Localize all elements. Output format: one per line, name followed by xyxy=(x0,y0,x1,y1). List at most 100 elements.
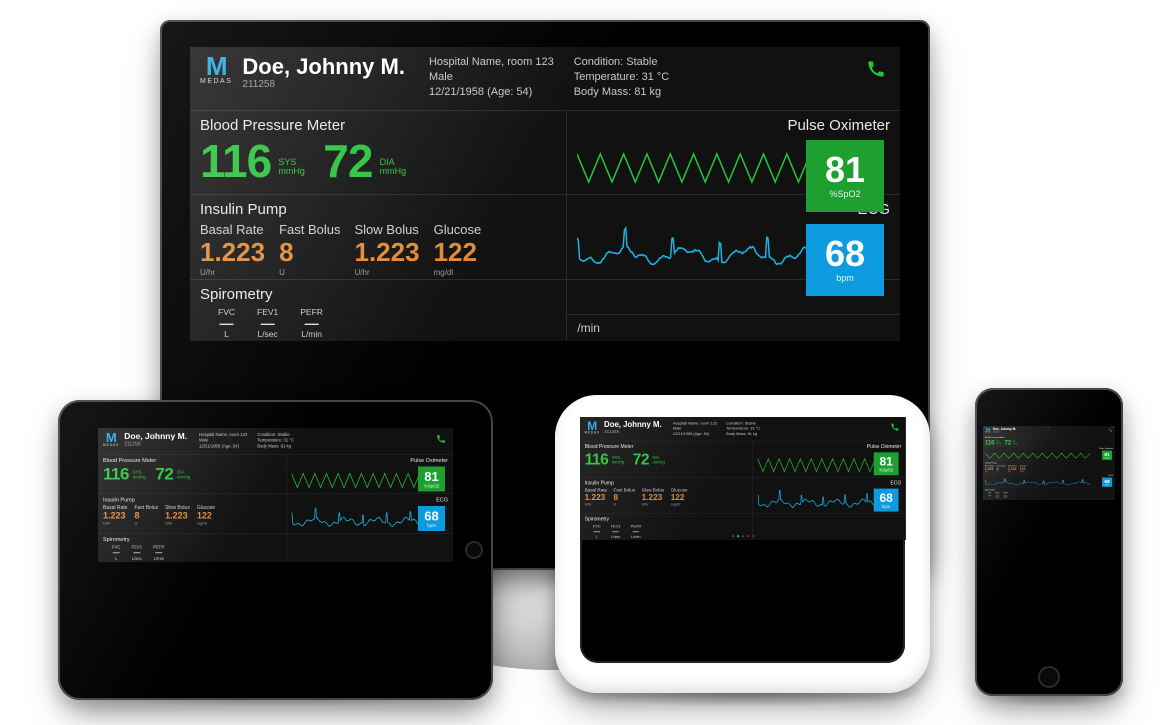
spiro-unit: L/min xyxy=(153,556,164,561)
meta-bodymass: Body Mass: 81 kg xyxy=(257,443,294,449)
insulin-metric: Basal Rate1.223U/hr xyxy=(103,505,127,526)
ecg-title: ECG xyxy=(985,474,1113,476)
spiro-value: — xyxy=(300,317,323,329)
oximeter-badge: 81 %SpO2 xyxy=(1102,451,1112,460)
ecg-badge: 68 bpm xyxy=(806,224,884,296)
patient-block: Doe, Johnny M. 211258 xyxy=(124,432,187,447)
metric-label: Fast Bolus xyxy=(279,222,340,237)
ecg-wave: 68 bpm xyxy=(577,222,890,276)
metric-unit: mg/dl xyxy=(197,521,215,526)
call-button[interactable] xyxy=(862,55,890,83)
insulin-metric: Basal Rate1.223U/hr xyxy=(200,222,265,277)
spirometry-values: FVC—LFEV1—L/secPEFR—L/min xyxy=(103,545,281,561)
metric-value: 1.223 xyxy=(103,511,127,522)
phone-icon xyxy=(437,435,446,444)
call-button[interactable] xyxy=(888,421,901,434)
meta-dob: 12/21/1958 (Age: 54) xyxy=(673,431,717,436)
oximeter-wave: 81 %SpO2 xyxy=(577,138,890,192)
tablet-device: M MEDAS Doe, Johnny M. 211258 Hospital N… xyxy=(58,400,493,700)
metric-label: Slow Bolus xyxy=(355,222,420,237)
metric-value: 122 xyxy=(197,511,215,522)
insulin-metric: Basal Rate1.223U/hr xyxy=(585,488,607,507)
spirometry-col: FEV1—L/sec xyxy=(132,545,143,561)
phone-icon xyxy=(867,60,885,78)
insulin-metric: Glucose122mg/dl xyxy=(197,505,215,526)
metric-unit: U xyxy=(279,268,340,277)
insulin-metric: Slow Bolus1.223U/hr xyxy=(165,505,190,526)
brand-mark: M xyxy=(103,432,119,444)
meta-sex: Male xyxy=(429,70,554,85)
header: M MEDAS Doe, Johnny M. 211258 Hospital N… xyxy=(580,417,906,441)
insulin-title: Insulin Pump xyxy=(103,497,281,503)
oximeter-badge: 81 %SpO2 xyxy=(806,140,884,212)
oximeter-wave: 81 %SpO2 xyxy=(292,466,448,493)
patient-name: Doe, Johnny M. xyxy=(124,432,187,441)
metric-unit: U/hr xyxy=(355,268,420,277)
meta-condition: Condition: Stable xyxy=(574,55,670,70)
brand-name: MEDAS xyxy=(200,78,232,85)
oximeter-badge: 81 %SpO2 xyxy=(874,453,899,476)
spirometry-col: PEFR—L/min xyxy=(1004,492,1008,498)
bp-dia-unit: mmHg xyxy=(177,475,190,480)
bp-readout: 116 SYSmmHg 72 DIAmmHg xyxy=(585,452,749,468)
bp-sys-value: 116 xyxy=(200,138,271,184)
meta-a: Hospital Name, room 123 Male 12/21/1958 … xyxy=(429,55,554,100)
meta-dob: 12/21/1958 (Age: 54) xyxy=(429,85,554,100)
call-button[interactable] xyxy=(1108,427,1113,432)
metric-value: 1.223 xyxy=(642,493,665,503)
bp-sys-unit: mmHg xyxy=(278,167,305,176)
brand-name: MEDAS xyxy=(585,431,600,434)
ecg-value: 68 xyxy=(880,492,893,504)
bp-title: Blood Pressure Meter xyxy=(103,458,281,464)
insulin-metric: Glucose122mg/dl xyxy=(434,222,482,277)
brand-mark: M xyxy=(585,421,600,432)
meta-a: Hospital Name, room 123 Male 12/21/1958 … xyxy=(199,432,247,449)
bp-dia-value: 72 xyxy=(323,138,372,184)
bp-sys-unit: mmHg xyxy=(133,475,146,480)
monitor-cut-fragment: /min xyxy=(566,314,900,341)
patient-name: Doe, Johnny M. xyxy=(604,421,662,430)
phone-icon xyxy=(1109,428,1112,431)
oximeter-value: 81 xyxy=(424,470,438,483)
spiro-value: — xyxy=(112,550,121,556)
ecg-value: 68 xyxy=(825,236,865,272)
insulin-metric: Fast Bolus8U xyxy=(997,465,1006,473)
ecg-wave: 68 bpm xyxy=(758,488,902,513)
oximeter-title: Pulse Oximeter xyxy=(577,117,890,134)
ecg-unit: bpm xyxy=(836,274,854,283)
status-battery: 45% ▮ xyxy=(1111,426,1114,427)
ecg-unit: bpm xyxy=(1105,484,1108,486)
meta-b: Condition: Stable Temperature: 31 °C Bod… xyxy=(726,421,760,437)
brand-name: MEDAS xyxy=(103,444,119,448)
metric-value: 122 xyxy=(671,493,688,503)
spiro-value: — xyxy=(218,317,235,329)
spiro-value: — xyxy=(593,529,601,535)
oximeter-value: 81 xyxy=(880,456,893,468)
bp-dia-value: 72 xyxy=(155,466,173,483)
bp-sys-value: 116 xyxy=(985,439,995,445)
oximeter-title: Pulse Oximeter xyxy=(292,458,448,464)
bp-dia-unit: mmHg xyxy=(653,460,665,464)
oximeter-wave: 81 %SpO2 xyxy=(758,452,902,477)
tablet-home-button[interactable] xyxy=(465,541,483,559)
patient-id: 211258 xyxy=(993,431,1016,433)
pagination-dots[interactable] xyxy=(580,535,906,537)
ecg-wave: 68 bpm xyxy=(292,505,448,532)
ecg-value: 68 xyxy=(424,509,438,522)
phone-home-button[interactable] xyxy=(1038,666,1060,688)
patient-id: 211258 xyxy=(604,429,662,434)
metric-value: 8 xyxy=(134,511,158,522)
spiro-unit: L xyxy=(112,556,121,561)
spiro-unit: L/min xyxy=(300,329,323,339)
oximeter-unit: %SpO2 xyxy=(879,468,893,472)
insulin-metric: Slow Bolus1.223U/hr xyxy=(1008,465,1017,473)
oximeter-wave: 81 %SpO2 xyxy=(985,450,1113,460)
ecg-unit: bpm xyxy=(427,523,436,528)
spirometry-title: Spirometry xyxy=(103,537,281,543)
insulin-metric: Fast Bolus8U xyxy=(279,222,340,277)
patient-name: Doe, Johnny M. xyxy=(242,55,405,79)
oximeter-badge: 81 %SpO2 xyxy=(418,467,445,492)
call-button[interactable] xyxy=(434,432,448,446)
bp-readout: 116 SYSmmHg 72 DIAmmHg xyxy=(103,466,281,483)
spirometry-title: Spirometry xyxy=(200,286,556,303)
